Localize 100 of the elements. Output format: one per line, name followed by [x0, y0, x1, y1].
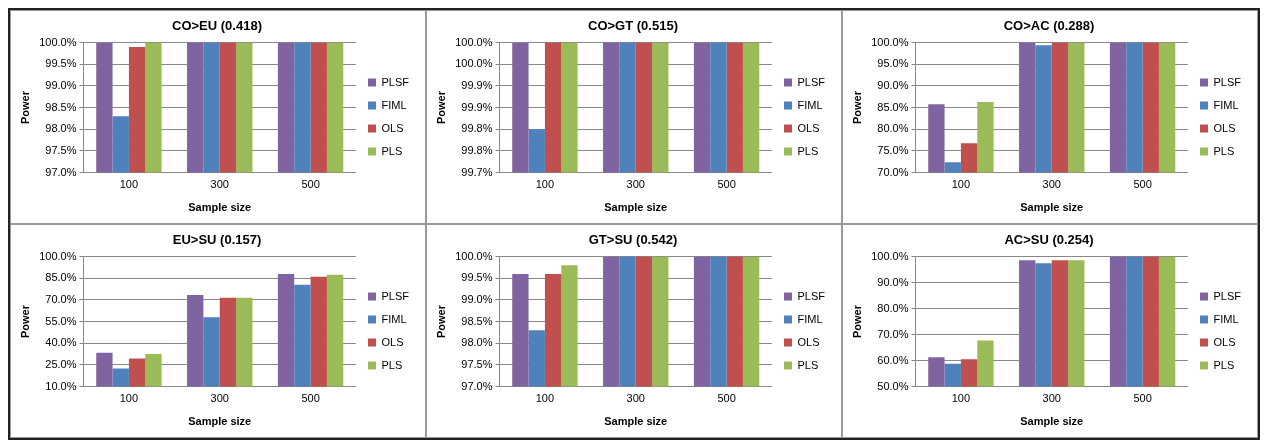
- y-tick-label: 50.0%: [877, 379, 909, 392]
- chart-title: CO>GT (0.515): [588, 18, 678, 34]
- y-tick-label: 90.0%: [877, 275, 909, 288]
- y-tick-label: 25.0%: [45, 357, 77, 370]
- y-tick-label: 10.0%: [45, 379, 77, 392]
- x-axis-title: Sample size: [1020, 201, 1084, 214]
- x-tick-label: 500: [301, 178, 320, 191]
- y-tick-label: 95.0%: [877, 57, 909, 70]
- x-axis-title: Sample size: [188, 415, 252, 428]
- legend-label: FIML: [797, 98, 823, 111]
- y-tick-label: 100.0%: [871, 249, 909, 262]
- legend-label: OLS: [1213, 335, 1236, 348]
- y-tick-label: 99.8%: [461, 122, 493, 135]
- x-tick-label: 300: [1042, 178, 1061, 191]
- x-tick-label: 500: [1133, 392, 1152, 405]
- y-tick-label: 98.5%: [45, 100, 77, 113]
- y-tick-label: 100.0%: [455, 249, 493, 262]
- x-tick-label: 300: [626, 178, 645, 191]
- x-tick-label: 300: [210, 392, 229, 405]
- legend-label: OLS: [381, 335, 404, 348]
- legend-label: PLS: [1213, 144, 1235, 157]
- legend-label: PLSF: [381, 289, 410, 302]
- legend-label: PLSF: [1213, 75, 1242, 88]
- legend-label: PLS: [797, 144, 819, 157]
- legend-label: PLSF: [1213, 289, 1242, 302]
- x-axis-title: Sample size: [1020, 415, 1084, 428]
- y-tick-label: 98.0%: [45, 122, 77, 135]
- chart-title: CO>AC (0.288): [1003, 18, 1095, 34]
- legend-label: OLS: [1213, 121, 1236, 134]
- y-tick-label: 70.0%: [877, 327, 909, 340]
- y-tick-label: 75.0%: [877, 143, 909, 156]
- legend-label: FIML: [381, 98, 407, 111]
- y-tick-label: 99.9%: [461, 100, 493, 113]
- x-tick-label: 100: [119, 392, 139, 405]
- legend-label: PLSF: [381, 75, 410, 88]
- y-tick-label: 100.0%: [455, 35, 493, 48]
- y-tick-label: 98.5%: [461, 314, 493, 327]
- x-tick-label: 100: [951, 178, 971, 191]
- y-tick-label: 100.0%: [39, 249, 77, 262]
- y-tick-label: 100.0%: [39, 35, 77, 48]
- legend-label: FIML: [381, 312, 407, 325]
- y-axis-title: Power: [850, 304, 863, 339]
- y-tick-label: 55.0%: [45, 314, 77, 327]
- legend-label: PLS: [1213, 358, 1235, 371]
- x-tick-label: 100: [119, 178, 139, 191]
- x-tick-label: 300: [210, 178, 229, 191]
- x-tick-label: 500: [301, 392, 320, 405]
- y-tick-label: 97.5%: [461, 357, 493, 370]
- x-tick-label: 500: [717, 178, 736, 191]
- x-axis-title: Sample size: [604, 415, 668, 428]
- y-tick-label: 97.0%: [45, 165, 77, 178]
- x-tick-label: 100: [951, 392, 971, 405]
- y-tick-label: 80.0%: [877, 301, 909, 314]
- y-tick-label: 85.0%: [877, 100, 909, 113]
- y-tick-label: 60.0%: [877, 353, 909, 366]
- legend-label: OLS: [797, 335, 820, 348]
- y-tick-label: 99.5%: [461, 271, 493, 284]
- y-tick-label: 99.7%: [461, 165, 493, 178]
- y-axis-title: Power: [434, 304, 447, 339]
- y-tick-label: 98.0%: [461, 336, 493, 349]
- chart-title: CO>EU (0.418): [172, 18, 262, 34]
- y-tick-label: 100.0%: [455, 57, 493, 70]
- x-axis-title: Sample size: [604, 201, 668, 214]
- chart-title: GT>SU (0.542): [588, 232, 678, 248]
- legend-label: PLS: [381, 144, 403, 157]
- y-tick-label: 99.8%: [461, 143, 493, 156]
- legend-label: FIML: [797, 312, 823, 325]
- x-axis-title: Sample size: [188, 201, 252, 214]
- y-axis-title: Power: [434, 90, 447, 125]
- y-axis-title: Power: [18, 90, 31, 125]
- y-tick-label: 99.0%: [45, 78, 77, 91]
- chart-title: EU>SU (0.157): [172, 232, 262, 248]
- legend-label: PLS: [797, 358, 819, 371]
- x-tick-label: 500: [1133, 178, 1152, 191]
- legend-label: PLSF: [797, 75, 826, 88]
- y-tick-label: 70.0%: [45, 292, 77, 305]
- x-tick-label: 100: [535, 178, 555, 191]
- y-tick-label: 90.0%: [877, 78, 909, 91]
- x-tick-label: 500: [717, 392, 736, 405]
- legend-label: FIML: [1213, 312, 1239, 325]
- y-tick-label: 80.0%: [877, 122, 909, 135]
- legend-label: PLSF: [797, 289, 826, 302]
- y-axis-title: Power: [850, 90, 863, 125]
- y-tick-label: 85.0%: [45, 271, 77, 284]
- y-tick-label: 97.0%: [461, 379, 493, 392]
- y-tick-label: 100.0%: [871, 35, 909, 48]
- y-tick-label: 97.5%: [45, 143, 77, 156]
- legend-label: OLS: [797, 121, 820, 134]
- x-tick-label: 300: [626, 392, 645, 405]
- y-axis-title: Power: [18, 304, 31, 339]
- legend-label: OLS: [381, 121, 404, 134]
- y-tick-label: 99.9%: [461, 78, 493, 91]
- legend-label: PLS: [381, 358, 403, 371]
- chart-title: AC>SU (0.254): [1004, 232, 1094, 248]
- y-tick-label: 99.0%: [461, 292, 493, 305]
- legend-label: FIML: [1213, 98, 1239, 111]
- y-tick-label: 40.0%: [45, 336, 77, 349]
- y-tick-label: 99.5%: [45, 57, 77, 70]
- x-tick-label: 100: [535, 392, 555, 405]
- y-tick-label: 70.0%: [877, 165, 909, 178]
